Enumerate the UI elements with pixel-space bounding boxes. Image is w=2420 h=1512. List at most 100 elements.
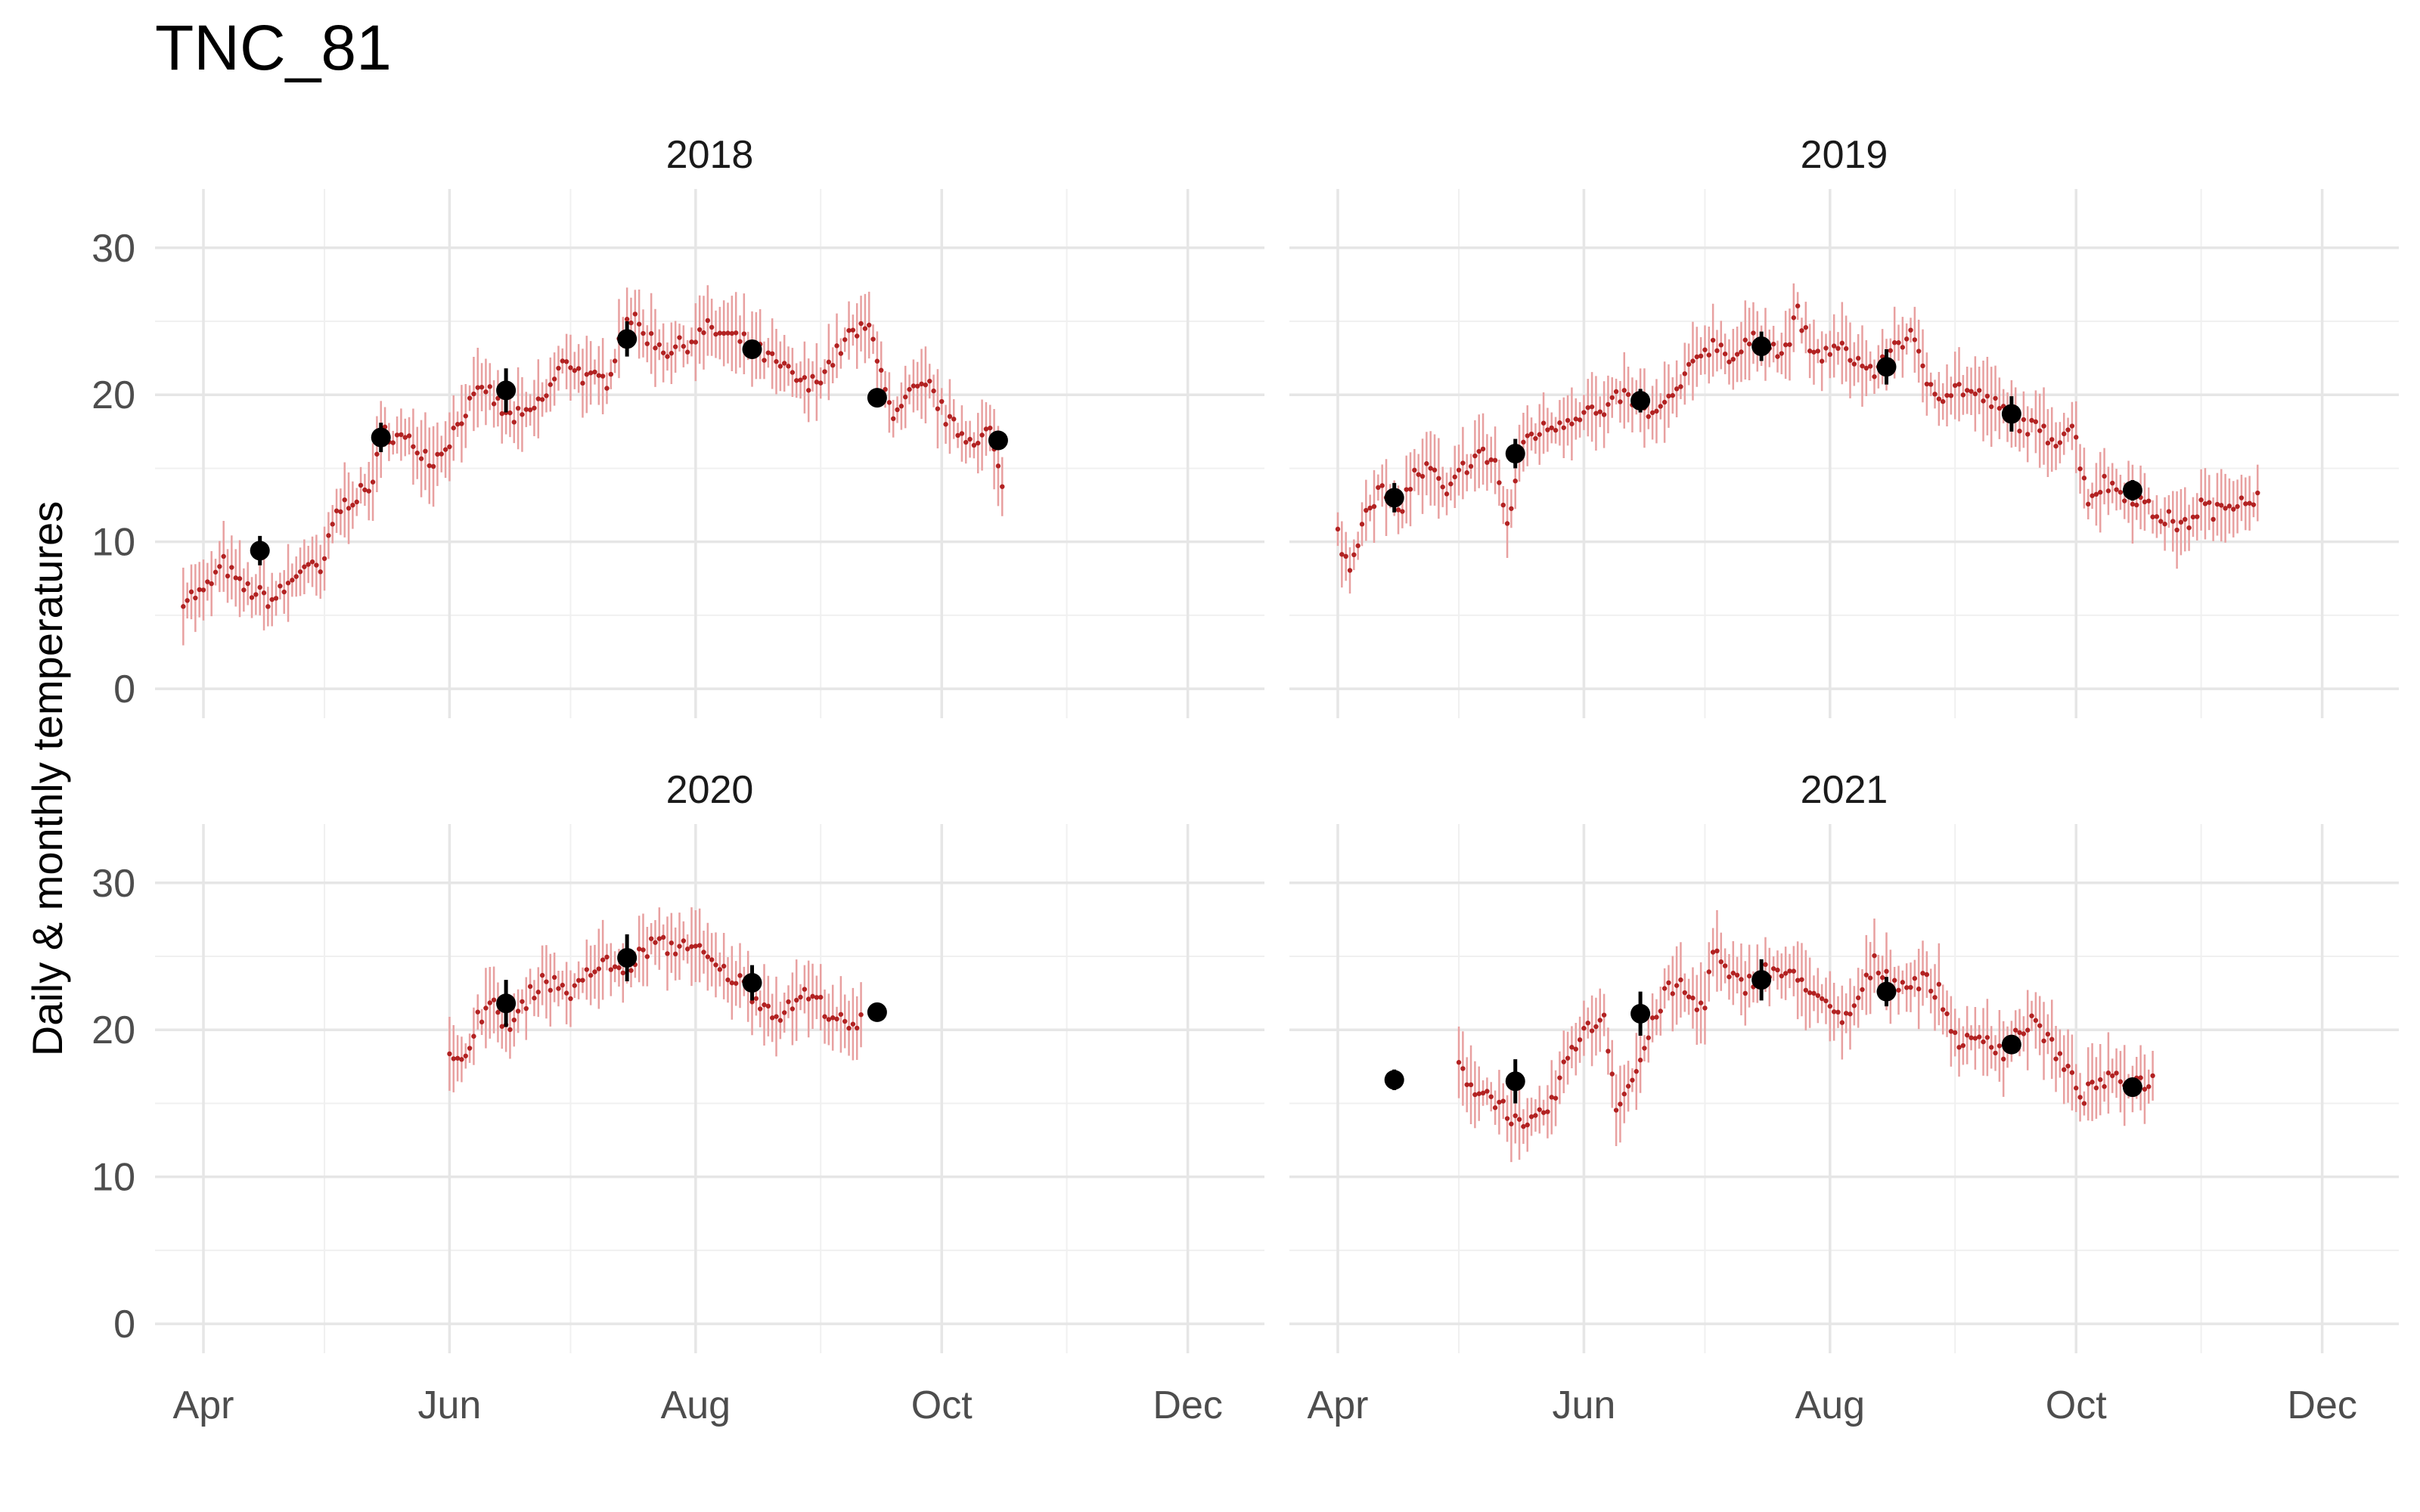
daily-point (439, 451, 444, 457)
daily-point (2065, 427, 2071, 432)
daily-point (1815, 349, 1821, 354)
daily-point (1928, 382, 1934, 387)
daily-point (1500, 1098, 1506, 1104)
daily-point (1379, 483, 1385, 488)
daily-point (1787, 342, 1792, 347)
daily-point (1710, 337, 1716, 343)
daily-point (1581, 1025, 1587, 1031)
daily-point (2021, 417, 2027, 423)
daily-point (2138, 1075, 2143, 1080)
daily-point (354, 499, 359, 505)
daily-point (560, 982, 565, 988)
daily-point (1472, 1092, 1478, 1098)
daily-point (1339, 552, 1345, 557)
daily-point (1863, 365, 1869, 371)
daily-point (483, 1005, 489, 1011)
daily-point (1932, 995, 1938, 1000)
daily-point (1456, 467, 1462, 472)
y-tick-label: 30 (92, 862, 135, 906)
daily-point (781, 361, 787, 366)
daily-point (217, 564, 222, 569)
daily-point (551, 376, 557, 382)
daily-point (2090, 1080, 2095, 1085)
y-axis-label: Daily & monthly temperatures (23, 501, 71, 1057)
daily-point (1787, 968, 1792, 974)
daily-point (544, 393, 549, 398)
daily-point (653, 940, 658, 945)
monthly-point (867, 388, 887, 408)
daily-point (430, 463, 436, 469)
daily-point (1807, 990, 1813, 996)
daily-point (814, 380, 820, 385)
daily-point (1553, 1095, 1559, 1101)
monthly-point (1505, 444, 1525, 463)
daily-point (1795, 303, 1801, 308)
daily-point (1509, 506, 1514, 511)
daily-point (612, 358, 618, 364)
daily-series (181, 285, 1005, 646)
daily-point (1509, 1121, 1514, 1126)
daily-point (1557, 420, 1562, 426)
daily-point (1472, 453, 1478, 459)
daily-point (697, 327, 703, 333)
daily-point (1872, 374, 1877, 380)
daily-point (967, 436, 973, 442)
daily-point (2134, 502, 2139, 508)
daily-point (370, 479, 376, 485)
daily-point (1464, 1082, 1469, 1087)
daily-point (1739, 977, 1744, 982)
daily-point (898, 404, 904, 409)
daily-point (2033, 1018, 2039, 1023)
daily-point (584, 967, 589, 972)
daily-point (923, 382, 929, 388)
daily-point (1727, 974, 1732, 980)
daily-point (693, 339, 699, 345)
daily-point (656, 936, 662, 941)
daily-point (297, 569, 303, 575)
daily-point (451, 1056, 456, 1061)
daily-point (907, 386, 912, 392)
x-tick-label: Oct (911, 1383, 973, 1427)
x-tick-label: Jun (1553, 1383, 1616, 1427)
monthly-point (2122, 480, 2142, 500)
daily-point (459, 421, 464, 426)
daily-point (1364, 507, 1369, 513)
daily-point (1654, 1015, 1659, 1020)
monthly-point (2122, 1077, 2142, 1098)
daily-point (414, 450, 420, 456)
daily-point (1497, 480, 1502, 485)
daily-point (701, 330, 706, 336)
daily-point (467, 1046, 473, 1051)
daily-point (725, 977, 731, 983)
daily-point (793, 997, 799, 1003)
daily-point (1734, 352, 1740, 357)
daily-point (338, 509, 343, 515)
daily-point (1948, 1029, 1954, 1034)
daily-point (1863, 972, 1869, 978)
daily-point (818, 380, 824, 386)
daily-point (693, 943, 699, 949)
daily-point (1581, 410, 1587, 415)
daily-point (616, 965, 622, 971)
daily-point (2053, 1056, 2059, 1061)
daily-point (1621, 388, 1627, 393)
x-tick-label: Dec (1153, 1383, 1222, 1427)
daily-point (1589, 1028, 1595, 1033)
y-tick-label: 30 (92, 227, 135, 271)
daily-point (1456, 1060, 1462, 1065)
daily-point (1876, 970, 1882, 976)
daily-point (515, 405, 521, 411)
daily-point (669, 940, 675, 946)
daily-point (1497, 1099, 1502, 1105)
daily-point (2186, 525, 2192, 531)
daily-point (1932, 392, 1938, 397)
daily-point (672, 951, 678, 957)
daily-point (822, 1014, 827, 1019)
daily-point (1823, 998, 1829, 1004)
daily-point (1565, 1055, 1571, 1061)
daily-point (641, 947, 646, 953)
daily-point (1395, 507, 1401, 513)
daily-point (830, 362, 836, 368)
daily-point (705, 318, 711, 324)
